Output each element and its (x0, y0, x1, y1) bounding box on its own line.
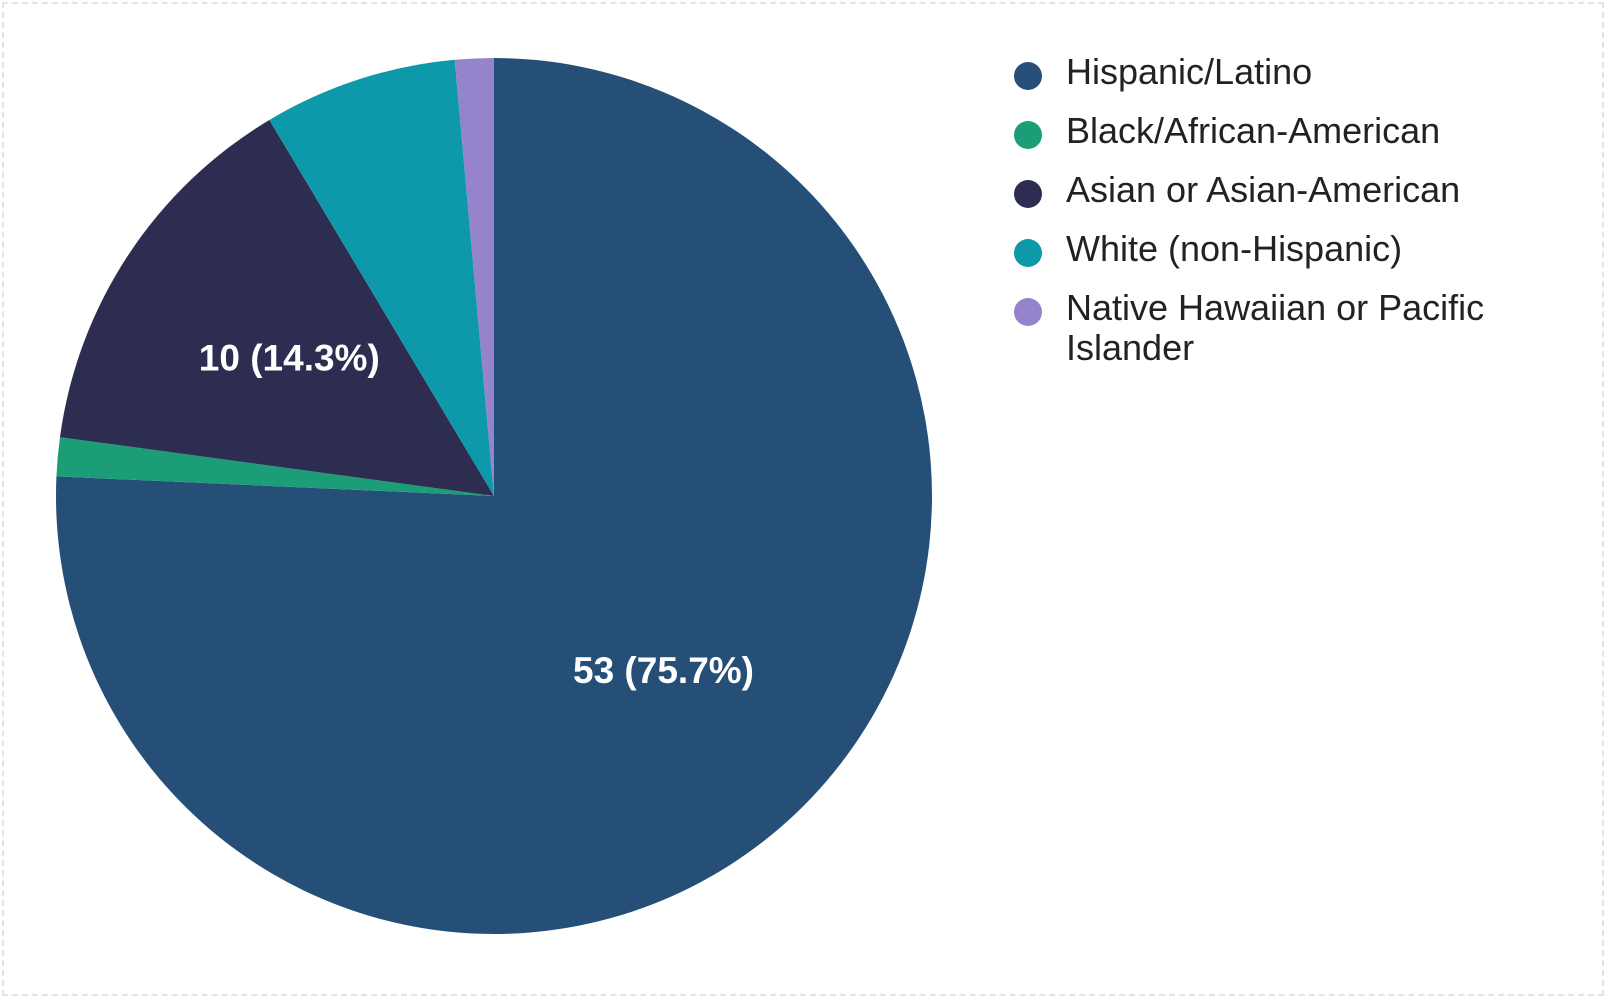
legend-label: Native Hawaiian or Pacific Islander (1066, 287, 1485, 368)
slice-data-label: 53 (75.7%) (573, 650, 754, 691)
legend-label: Black/African-American (1066, 110, 1441, 151)
pie-slice-black-african-american[interactable] (56, 437, 494, 496)
legend-item-white-non-hispanic[interactable]: White (non-Hispanic) (1014, 229, 1574, 269)
pie-chart: 53 (75.7%) 10 (14.3%) (56, 58, 933, 934)
legend-swatch-icon (1014, 180, 1042, 208)
pie-slice-asian-or-asian-american[interactable] (59, 119, 495, 497)
legend-label: White (non-Hispanic) (1066, 228, 1403, 269)
legend: Hispanic/Latino Black/African-American Asi… (1014, 52, 1574, 387)
legend-label: Asian or Asian-American (1066, 169, 1461, 210)
pie-slice-native-hawaiian-or-pacific-islander[interactable] (454, 58, 494, 496)
legend-swatch-icon (1014, 121, 1042, 149)
legend-label: Hispanic/Latino (1066, 51, 1313, 92)
slice-data-label: 10 (14.3%) (199, 338, 380, 379)
legend-item-asian-or-asian-american[interactable]: Asian or Asian-American (1014, 170, 1574, 210)
legend-item-hispanic-latino[interactable]: Hispanic/Latino (1014, 52, 1574, 92)
legend-item-native-hawaiian-or-pacific-islander[interactable]: Native Hawaiian or Pacific Islander (1014, 288, 1574, 368)
pie-slice-hispanic-latino[interactable] (56, 58, 933, 934)
legend-swatch-icon (1014, 239, 1042, 267)
legend-item-black-african-american[interactable]: Black/African-American (1014, 111, 1574, 151)
legend-swatch-icon (1014, 62, 1042, 90)
pie-slice-white-non-hispanic[interactable] (269, 59, 494, 497)
legend-swatch-icon (1014, 298, 1042, 326)
